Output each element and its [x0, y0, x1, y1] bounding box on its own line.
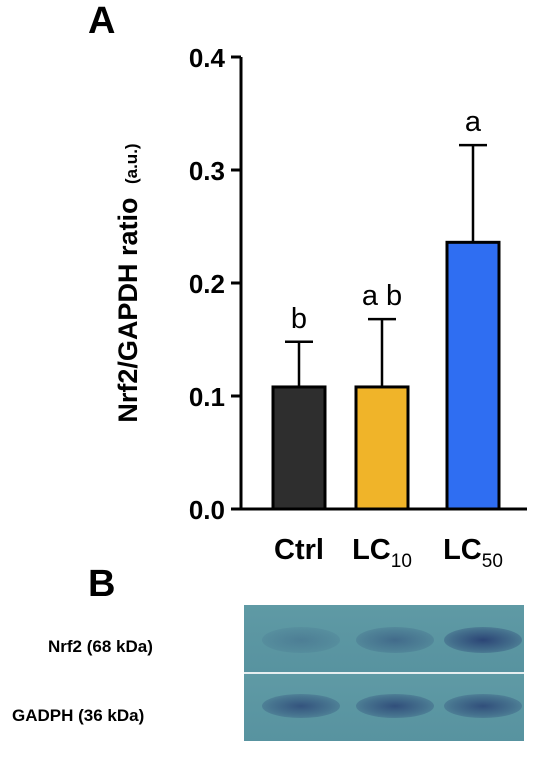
- blot-label-gapdh: GADPH (36 kDa): [12, 706, 145, 725]
- bar: [271, 385, 327, 511]
- x-tick-label: LC50: [443, 534, 503, 570]
- panel-a-letter: A: [88, 0, 116, 42]
- bar-chart: 0.0 0.1 0.2 0.3 0.4 b a b a Ctrl LC10 LC50 Nrf2/…: [113, 43, 527, 570]
- significance-label: b: [291, 303, 307, 335]
- bar: [445, 240, 501, 511]
- blot-band: [356, 627, 434, 653]
- y-axis-label-main: Nrf2/GAPDH ratio: [113, 198, 143, 423]
- blot-separator: [244, 672, 524, 674]
- blot-band: [356, 694, 434, 718]
- x-tick-label: Ctrl: [274, 534, 324, 566]
- y-tick-label: 0.2: [189, 269, 225, 299]
- x-tick-labels: Ctrl LC10 LC50: [274, 534, 503, 570]
- y-tick-label: 0.3: [189, 156, 225, 186]
- blot-band: [444, 627, 522, 653]
- significance-label: a: [465, 106, 482, 138]
- blot-label-nrf2: Nrf2 (68 kDa): [48, 637, 153, 656]
- panel-b-letter: B: [88, 563, 116, 605]
- blot-band: [262, 627, 340, 653]
- blot-band: [444, 694, 522, 718]
- y-tick-label: 0.1: [189, 382, 225, 412]
- y-ticks: 0.0 0.1 0.2 0.3 0.4: [189, 43, 241, 525]
- x-tick-label: LC10: [352, 534, 412, 570]
- y-tick-label: 0.4: [189, 43, 226, 73]
- blot-band: [262, 694, 340, 718]
- significance-label: a b: [362, 280, 402, 312]
- y-axis-label: Nrf2/GAPDH ratio (a.u.): [113, 143, 143, 422]
- blot-strip-nrf2: [244, 605, 524, 672]
- blot-strip-gapdh: [244, 674, 524, 741]
- y-tick-label: 0.0: [189, 495, 225, 525]
- bars: b a b a: [271, 106, 501, 511]
- bar: [354, 385, 410, 511]
- y-axis-label-unit: (a.u.): [122, 143, 141, 184]
